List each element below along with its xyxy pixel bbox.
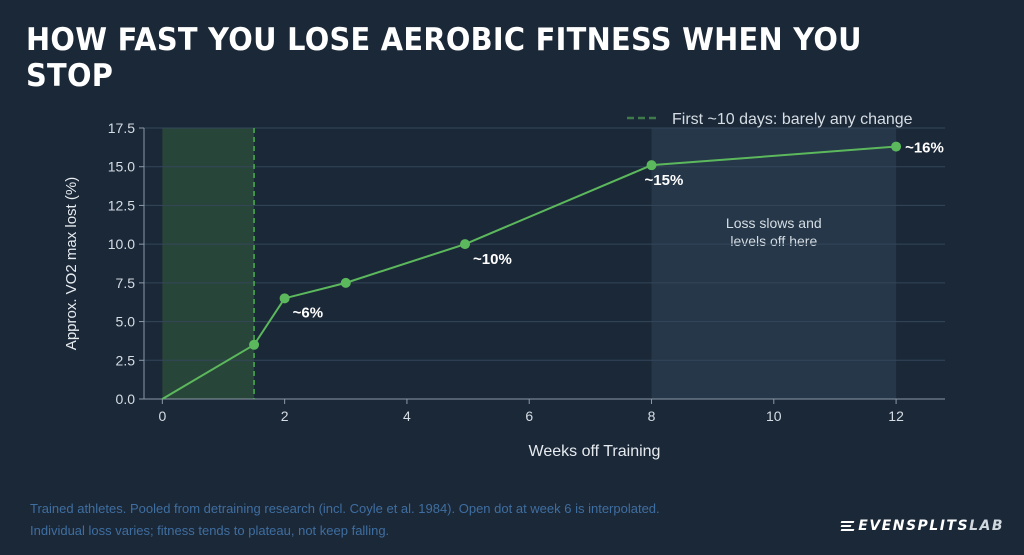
data-point xyxy=(460,239,471,250)
data-point xyxy=(646,160,657,171)
y-axis-label: Approx. VO2 max lost (%) xyxy=(63,177,80,350)
y-tick-label: 2.5 xyxy=(116,352,136,368)
brand-lines-icon xyxy=(840,520,855,532)
y-tick-label: 10.0 xyxy=(108,236,135,252)
data-point xyxy=(249,339,260,350)
brand-logo: EVENSPLITS LAB xyxy=(840,518,1004,534)
x-axis-label: Weeks off Training xyxy=(529,443,661,460)
point-label: ~16% xyxy=(905,140,944,157)
line-chart: Loss slows and levels off here 0.0 2.5 5.0 7.… xyxy=(63,111,945,460)
data-point xyxy=(891,141,902,152)
brand-name: EVENSPLITS xyxy=(858,518,970,534)
y-tick-label: 17.5 xyxy=(108,120,135,136)
point-label: ~15% xyxy=(645,172,684,189)
x-tick-label: 0 xyxy=(158,408,166,424)
data-point xyxy=(279,293,290,304)
legend-label: First ~10 days: barely any change xyxy=(672,111,913,128)
x-tick-label: 2 xyxy=(281,408,289,424)
y-tick-label: 0.0 xyxy=(116,391,136,407)
x-tick-label: 6 xyxy=(525,408,533,424)
region-annotation-line: Loss slows and xyxy=(726,215,822,231)
point-label: ~6% xyxy=(293,304,323,321)
y-tick-label: 7.5 xyxy=(116,275,136,291)
footnote-variation: Individual loss varies; fitness tends to… xyxy=(30,523,390,538)
point-label: ~10% xyxy=(473,251,512,268)
footnote-source: Trained athletes. Pooled from detraining… xyxy=(30,501,660,516)
x-tick-label: 4 xyxy=(403,408,411,424)
brand-name-accent: LAB xyxy=(969,518,1004,534)
y-tick-label: 15.0 xyxy=(108,159,135,175)
chart-title: HOW FAST YOU LOSE AEROBIC FITNESS WHEN Y… xyxy=(26,22,862,94)
shaded-region-0 xyxy=(162,128,255,399)
y-tick-label: 5.0 xyxy=(116,314,136,330)
x-tick-label: 12 xyxy=(888,408,904,424)
region-annotation-line: levels off here xyxy=(730,233,817,249)
y-tick-label: 12.5 xyxy=(108,197,135,213)
x-tick-label: 8 xyxy=(648,408,656,424)
shaded-region-1 xyxy=(651,128,897,399)
data-point xyxy=(340,277,351,288)
x-tick-label: 10 xyxy=(766,408,782,424)
